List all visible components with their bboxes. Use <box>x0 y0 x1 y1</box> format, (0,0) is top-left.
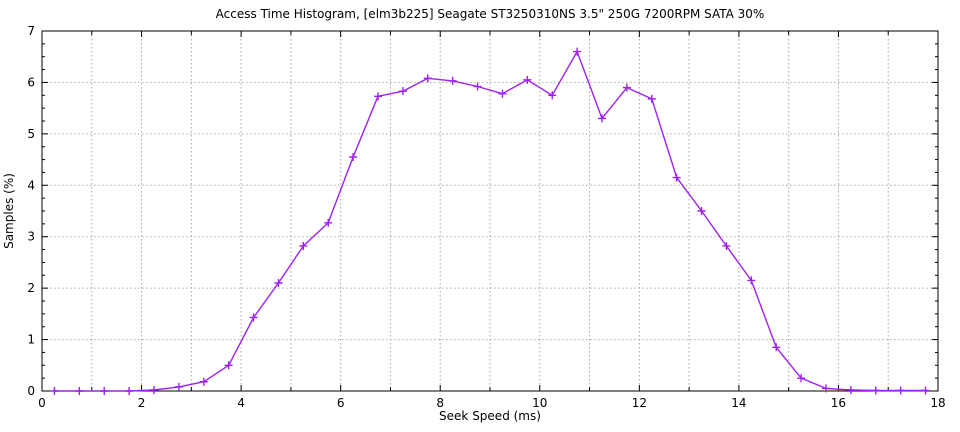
x-tick-label: 2 <box>138 396 146 410</box>
data-point-marker <box>697 207 706 215</box>
data-point-marker <box>174 382 183 391</box>
data-point-marker <box>249 313 258 322</box>
data-point-marker <box>398 87 407 96</box>
data-point-marker <box>75 387 84 395</box>
y-tick-label: 1 <box>27 333 35 347</box>
data-point-marker <box>423 74 432 83</box>
data-point-marker <box>573 47 582 56</box>
y-tick-label: 6 <box>27 75 35 89</box>
y-tick-label: 0 <box>27 384 35 398</box>
data-point-marker <box>896 386 905 395</box>
data-point-marker <box>150 385 158 394</box>
data-point-marker <box>747 276 756 285</box>
series-line <box>54 50 926 392</box>
data-point-marker <box>548 91 557 100</box>
data-point-marker <box>598 114 606 123</box>
x-tick-label: 12 <box>632 396 647 410</box>
x-tick-label: 6 <box>337 396 345 410</box>
x-tick-label: 0 <box>38 396 46 410</box>
data-point-marker <box>772 343 781 352</box>
y-tick-label: 7 <box>27 24 35 38</box>
data-point-marker <box>871 386 880 395</box>
data-point-marker <box>846 385 855 394</box>
data-point-marker <box>523 75 532 84</box>
series-samples <box>50 47 930 395</box>
y-tick-label: 2 <box>27 281 35 295</box>
data-point-marker <box>622 83 631 92</box>
x-tick-label: 10 <box>532 396 547 410</box>
data-point-marker <box>274 279 283 287</box>
chart-title: Access Time Histogram, [elm3b225] Seagat… <box>215 7 765 21</box>
data-point-marker <box>921 386 930 395</box>
data-point-marker <box>299 241 308 250</box>
data-point-marker <box>498 89 507 98</box>
data-point-marker <box>199 377 208 386</box>
x-tick-label: 14 <box>731 396 746 410</box>
data-point-marker <box>722 241 731 250</box>
data-point-marker <box>473 82 482 91</box>
x-tick-label: 16 <box>831 396 846 410</box>
data-point-marker <box>224 361 233 370</box>
x-tick-label: 4 <box>237 396 245 410</box>
axis-ticks <box>41 30 939 392</box>
x-tick-label: 18 <box>930 396 945 410</box>
data-point-marker <box>822 384 830 393</box>
data-point-marker <box>672 173 681 182</box>
data-point-marker <box>50 387 59 395</box>
data-point-marker <box>349 153 358 161</box>
x-tick-label: 8 <box>436 396 444 410</box>
y-tick-label: 3 <box>27 230 35 244</box>
data-point-marker <box>100 387 109 395</box>
data-point-marker <box>797 374 806 383</box>
x-axis-label: Seek Speed (ms) <box>439 409 541 423</box>
y-tick-label: 5 <box>27 127 35 141</box>
data-point-marker <box>647 94 656 103</box>
data-point-marker <box>448 76 457 85</box>
data-point-marker <box>324 218 333 227</box>
y-tick-label: 4 <box>27 178 35 192</box>
gridlines <box>42 31 938 391</box>
data-point-marker <box>374 92 382 101</box>
data-point-marker <box>125 387 134 395</box>
